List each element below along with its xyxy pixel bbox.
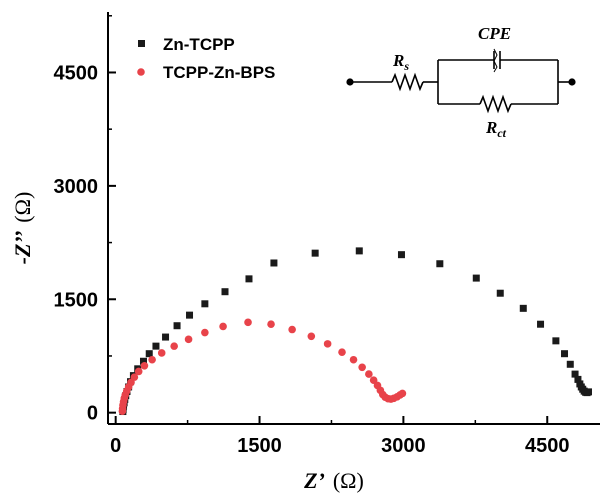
data-point-circle [307, 332, 316, 341]
rs-label: Rs [392, 51, 409, 73]
x-tick-label: 1500 [237, 435, 282, 457]
cpe-element-icon [493, 48, 498, 73]
data-point-square [201, 300, 209, 308]
y-axis-title: -Z’’ (Ω) [10, 192, 35, 265]
data-point-circle [349, 355, 358, 364]
x-tick-label: 0 [110, 435, 121, 457]
data-point-circle [148, 355, 156, 364]
data-point-circle [170, 342, 178, 350]
data-point-square [152, 342, 160, 350]
data-point-square [139, 357, 147, 365]
rct-label: Rct [485, 118, 507, 140]
data-point-square [436, 260, 444, 268]
y-tick-label: 1500 [54, 289, 99, 311]
data-point-square [561, 350, 569, 358]
data-point-square [397, 251, 405, 259]
x-axis-title-main: Z’ [303, 468, 324, 493]
x-axis-title-unit: (Ω) [333, 468, 364, 493]
series-zn-tcpp [119, 247, 592, 416]
data-point-square [221, 288, 229, 296]
y-axis-title-unit: (Ω) [10, 192, 35, 223]
equivalent-circuit-inset [346, 48, 576, 114]
data-point-circle [244, 318, 252, 327]
data-point-circle [134, 367, 143, 376]
data-point-circle [338, 348, 346, 356]
data-point-square [355, 247, 363, 255]
data-point-square [496, 289, 504, 297]
data-point-square [472, 274, 480, 282]
x-axis-title: Z’ (Ω) [303, 468, 364, 493]
legend: Zn-TCPP TCPP-Zn-BPS [137, 35, 275, 82]
y-tick-label: 0 [87, 403, 98, 425]
data-point-square [552, 337, 560, 345]
rs-resistor-icon [391, 72, 424, 92]
data-point-square [574, 375, 582, 383]
data-point-circle [398, 389, 407, 398]
data-point-square [245, 275, 253, 283]
x-tick-label: 4500 [525, 435, 570, 457]
data-point-circle [358, 363, 366, 372]
data-point-circle [365, 370, 373, 378]
data-point-circle [323, 340, 332, 348]
data-point-circle [369, 376, 378, 384]
rct-resistor-icon [479, 94, 512, 114]
data-point-square [584, 388, 592, 396]
legend-label-zn-tcpp: Zn-TCPP [163, 35, 235, 54]
data-point-circle [157, 349, 166, 357]
y-tick-label: 3000 [54, 176, 99, 198]
data-point-square [571, 370, 579, 378]
series-tcpp-zn-bps [118, 318, 407, 415]
data-point-circle [130, 373, 139, 381]
legend-marker-zn-tcpp [138, 40, 145, 47]
x-axis-ticks: 0 1500 3000 4500 [110, 416, 570, 457]
x-tick-label: 3000 [381, 435, 426, 457]
data-point-square [566, 360, 574, 368]
y-axis-title-main: -Z’’ [10, 231, 35, 264]
data-point-circle [267, 320, 275, 329]
data-point-circle [288, 325, 296, 334]
cpe-label: CPE [478, 24, 511, 43]
data-point-square [537, 320, 545, 328]
legend-label-tcpp-zn-bps: TCPP-Zn-BPS [163, 63, 275, 82]
data-point-square [162, 333, 170, 341]
y-tick-label: 4500 [54, 62, 99, 84]
circuit-node-left [346, 78, 354, 86]
data-point-circle [184, 335, 193, 344]
data-point-square [311, 249, 319, 257]
data-point-square [186, 311, 194, 319]
data-point-circle [140, 361, 149, 370]
circuit-node-right [568, 78, 576, 86]
legend-marker-tcpp-zn-bps [137, 68, 145, 76]
data-point-square [519, 304, 527, 312]
data-point-square [270, 259, 278, 267]
y-axis-ticks: 0 1500 3000 4500 [54, 15, 116, 425]
data-point-square [173, 322, 181, 330]
data-point-square [145, 350, 153, 358]
data-point-circle [201, 328, 209, 337]
data-series [118, 247, 592, 416]
data-point-circle [219, 322, 227, 331]
